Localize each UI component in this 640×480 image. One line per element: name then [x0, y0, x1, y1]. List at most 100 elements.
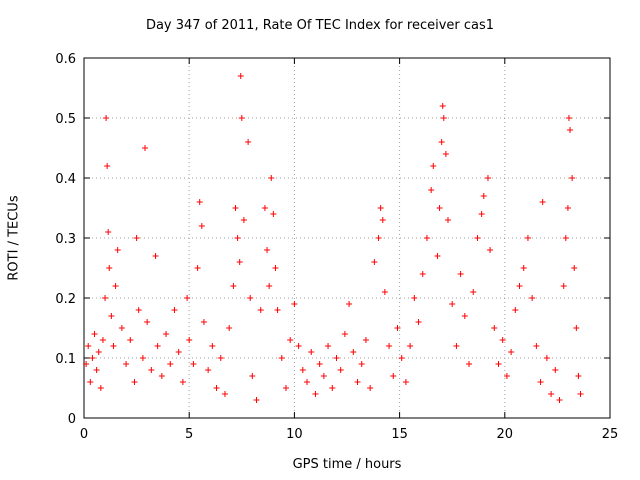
- data-point: [167, 361, 174, 367]
- data-point: [564, 205, 571, 211]
- data-point: [362, 337, 369, 343]
- plot-frame: [83, 57, 611, 419]
- data-point: [238, 115, 245, 121]
- x-tick-label: 25: [602, 427, 619, 442]
- data-point: [144, 319, 151, 325]
- data-point: [478, 211, 485, 217]
- data-point: [470, 289, 477, 295]
- data-point: [226, 325, 233, 331]
- data-point: [516, 283, 523, 289]
- data-point: [434, 253, 441, 259]
- data-point: [560, 283, 567, 289]
- y-tick-label: 0.4: [55, 172, 76, 187]
- data-point: [537, 379, 544, 385]
- data-point: [390, 373, 397, 379]
- data-point: [499, 337, 506, 343]
- data-point: [217, 355, 224, 361]
- data-point: [346, 301, 353, 307]
- data-point: [142, 145, 149, 151]
- data-point: [552, 367, 559, 373]
- data-point: [108, 313, 115, 319]
- data-point: [350, 349, 357, 355]
- data-point: [533, 343, 540, 349]
- data-point: [402, 379, 409, 385]
- data-point: [449, 301, 456, 307]
- data-point: [198, 223, 205, 229]
- data-point: [377, 205, 384, 211]
- data-point: [491, 325, 498, 331]
- data-point: [190, 361, 197, 367]
- data-point: [524, 235, 531, 241]
- data-point: [123, 361, 130, 367]
- data-point: [567, 127, 574, 133]
- x-axis-label: GPS time / hours: [292, 457, 402, 472]
- x-tick-label: 20: [497, 427, 514, 442]
- data-point: [398, 355, 405, 361]
- data-point: [118, 325, 125, 331]
- data-point: [520, 265, 527, 271]
- data-point: [308, 349, 315, 355]
- data-point: [135, 307, 142, 313]
- data-point: [508, 349, 515, 355]
- data-point: [171, 307, 178, 313]
- data-point: [249, 373, 256, 379]
- data-point: [415, 319, 422, 325]
- data-point: [127, 337, 134, 343]
- data-point: [221, 391, 228, 397]
- data-point: [261, 205, 268, 211]
- data-point: [503, 373, 510, 379]
- data-point: [85, 343, 92, 349]
- data-point: [200, 319, 207, 325]
- data-point: [444, 217, 451, 223]
- data-point: [114, 247, 121, 253]
- data-point: [194, 265, 201, 271]
- data-point: [577, 391, 584, 397]
- data-point: [179, 379, 186, 385]
- data-point: [316, 361, 323, 367]
- data-point: [264, 247, 271, 253]
- data-point: [93, 367, 100, 373]
- x-tick-label: 15: [391, 427, 408, 442]
- data-point: [175, 349, 182, 355]
- data-point: [158, 373, 165, 379]
- data-point: [266, 283, 273, 289]
- data-point: [312, 391, 319, 397]
- data-point: [272, 265, 279, 271]
- data-point: [354, 379, 361, 385]
- data-point: [379, 217, 386, 223]
- data-point: [375, 235, 382, 241]
- data-point: [268, 175, 275, 181]
- x-tick-label: 0: [80, 427, 88, 442]
- data-point: [295, 343, 302, 349]
- data-point: [495, 361, 502, 367]
- data-point: [565, 115, 572, 121]
- data-point: [154, 343, 161, 349]
- x-tick-label: 10: [286, 427, 303, 442]
- data-point: [99, 337, 106, 343]
- data-point: [97, 385, 104, 391]
- data-point: [245, 139, 252, 145]
- data-point: [184, 295, 191, 301]
- data-point: [213, 385, 220, 391]
- data-point: [87, 379, 94, 385]
- data-point: [474, 235, 481, 241]
- data-point: [548, 391, 555, 397]
- data-point: [439, 103, 446, 109]
- data-point: [407, 343, 414, 349]
- data-point: [556, 397, 563, 403]
- data-point: [320, 373, 327, 379]
- y-tick-label: 0.3: [55, 232, 76, 247]
- data-point: [438, 139, 445, 145]
- data-point: [436, 205, 443, 211]
- data-point: [234, 235, 241, 241]
- data-point: [236, 259, 243, 265]
- data-point: [291, 301, 298, 307]
- data-point: [91, 331, 98, 337]
- data-point: [358, 361, 365, 367]
- data-point: [110, 343, 117, 349]
- x-tick-label: 5: [185, 427, 193, 442]
- data-point: [569, 175, 576, 181]
- data-point: [329, 385, 336, 391]
- data-point: [287, 337, 294, 343]
